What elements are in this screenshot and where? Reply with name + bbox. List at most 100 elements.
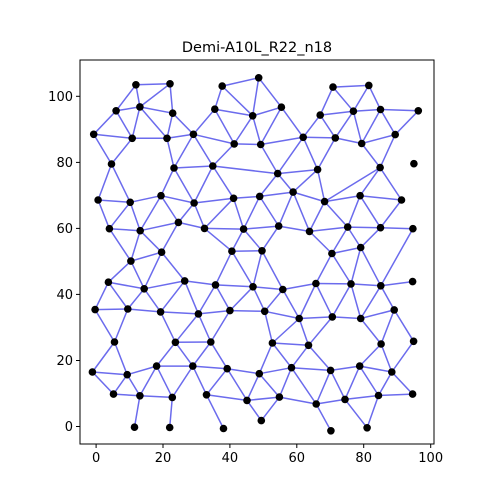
x-tick-label: 100 <box>418 451 443 466</box>
y-tick-label: 80 <box>56 156 73 171</box>
graph-edge-155 <box>229 286 254 312</box>
graph-node-44 <box>136 226 144 235</box>
graph-edge-163 <box>350 283 381 287</box>
graph-edge-74 <box>316 169 326 202</box>
graph-edge-248 <box>378 393 413 397</box>
graph-edge-143 <box>94 281 110 310</box>
graph-node-66 <box>347 280 355 288</box>
graph-edge-110 <box>178 221 205 230</box>
y-tick-label: 40 <box>56 288 73 303</box>
graph-edge-162 <box>315 283 333 318</box>
graph-edge-156 <box>252 286 266 312</box>
graph-edge-39 <box>380 108 419 112</box>
graph-node-37 <box>229 194 238 203</box>
graph-node-33 <box>94 196 102 204</box>
graph-edge-213 <box>155 365 173 398</box>
graph-node-103 <box>341 395 349 404</box>
y-tick-label: 60 <box>56 222 73 237</box>
graph-node-2 <box>218 82 226 90</box>
graph-edge-166 <box>380 280 413 287</box>
graph-edge-84 <box>139 195 162 232</box>
graph-edge-181 <box>263 311 274 344</box>
graph-node-22 <box>299 133 308 142</box>
graph-edge-65 <box>160 167 175 197</box>
graph-node-34 <box>126 198 134 207</box>
graph-node-77 <box>356 314 365 323</box>
graph-node-59 <box>104 278 113 287</box>
graph-node-39 <box>289 188 297 196</box>
graph-node-48 <box>274 222 283 230</box>
graph-edge-161 <box>298 283 317 319</box>
graph-edge-237 <box>168 397 174 428</box>
graph-edge-26 <box>233 115 254 145</box>
graph-node-73 <box>226 306 234 315</box>
x-tick-label: 0 <box>92 451 100 466</box>
graph-node-63 <box>249 283 257 291</box>
graph-edge-73 <box>292 169 319 193</box>
graph-edge-121 <box>347 226 381 229</box>
graph-edge-116 <box>243 228 263 252</box>
graph-edge-15 <box>115 106 141 112</box>
graph-edge-215 <box>171 365 194 398</box>
graph-edge-7 <box>221 85 254 117</box>
graph-edge-72 <box>277 168 318 175</box>
graph-edge-224 <box>278 367 293 398</box>
graph-edge-92 <box>259 191 294 198</box>
graph-edge-138 <box>331 253 352 285</box>
graph-edge-186 <box>307 316 333 346</box>
graph-edge-184 <box>298 318 310 346</box>
graph-edge-135 <box>261 250 284 290</box>
graph-edge-78 <box>98 199 131 204</box>
graph-edge-99 <box>308 201 326 232</box>
graph-edge-25 <box>214 108 235 145</box>
graph-node-62 <box>211 281 220 289</box>
graph-node-96 <box>109 390 118 398</box>
graph-node-75 <box>295 314 304 323</box>
graph-edge-129 <box>143 251 163 290</box>
graph-node-99 <box>202 391 211 399</box>
graph-edge-170 <box>94 309 116 343</box>
graph-node-12 <box>316 111 325 119</box>
graph-edge-222 <box>258 373 280 398</box>
graph-edge-205 <box>391 340 415 373</box>
graph-edge-122 <box>331 226 349 254</box>
graph-node-16 <box>89 130 98 139</box>
graph-edge-154 <box>252 286 283 291</box>
graph-node-88 <box>152 362 161 370</box>
graph-edge-34 <box>353 108 381 112</box>
graph-node-29 <box>273 169 282 178</box>
graph-edge-80 <box>130 194 162 204</box>
graph-node-57 <box>328 249 336 258</box>
graph-edge-1 <box>115 84 137 112</box>
graph-edge-82 <box>129 202 141 231</box>
graph-edge-28 <box>252 106 282 117</box>
graph-edge-125 <box>360 227 382 249</box>
graph-node-53 <box>127 257 135 265</box>
graph-node-27 <box>170 164 178 172</box>
graph-node-1 <box>166 80 174 88</box>
graph-node-23 <box>331 134 340 142</box>
graph-edge-147 <box>143 288 162 313</box>
graph-edge-101 <box>360 194 402 201</box>
graph-edge-191 <box>91 341 116 373</box>
graph-edge-238 <box>206 394 248 402</box>
graph-node-40 <box>320 197 329 206</box>
graph-node-0 <box>132 81 140 89</box>
graph-edge-59 <box>361 133 396 145</box>
graph-edge-151 <box>215 284 254 288</box>
graph-edge-60 <box>361 143 381 169</box>
graph-edge-11 <box>319 86 334 116</box>
graph-edge-104 <box>379 199 403 229</box>
graph-edge-64 <box>173 165 213 169</box>
graph-edge-37 <box>361 109 382 144</box>
graph-edge-109 <box>139 230 163 253</box>
graph-edge-58 <box>316 137 336 170</box>
graph-edge-106 <box>108 228 132 262</box>
graph-node-21 <box>256 140 265 149</box>
graph-edge-13 <box>352 85 370 112</box>
graph-node-24 <box>357 139 366 148</box>
graph-node-64 <box>279 285 287 294</box>
graph-edge-177 <box>197 313 212 343</box>
graph-edge-10 <box>332 84 369 88</box>
graph-edge-158 <box>264 289 284 312</box>
